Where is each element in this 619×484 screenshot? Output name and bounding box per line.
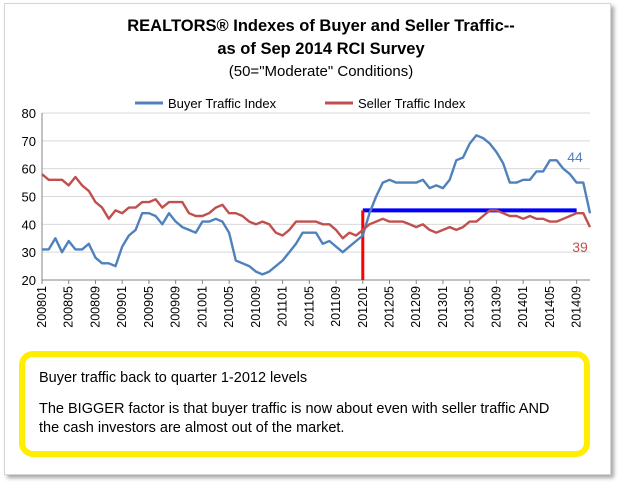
x-tick-label: 201409: [570, 286, 584, 328]
x-tick-label: 201301: [436, 286, 450, 328]
buyer-traffic-index-line: [42, 134, 592, 276]
x-tick-label: 200901: [115, 286, 129, 328]
seller-traffic-index-end-label: 39: [572, 239, 588, 255]
y-tick-label: 60: [22, 162, 36, 177]
chart-title-line-1: REALTORS® Indexes of Buyer and Seller Tr…: [127, 17, 514, 35]
x-axis: 200801 200805 200809 200901 200905 200909 2010…: [35, 279, 590, 328]
y-tick-label: 20: [22, 273, 36, 288]
annotation-lines: [361, 208, 577, 280]
y-tick-label: 70: [22, 134, 36, 149]
traffic-index-chart: REALTORS® Indexes of Buyer and Seller Tr…: [22, 17, 592, 328]
end-labels: 44 39: [567, 149, 588, 255]
callout-box: Buyer traffic back to quarter 1-2012 lev…: [19, 351, 590, 457]
buyer-traffic-index-legend-label: Buyer Traffic Index: [168, 96, 277, 111]
x-tick-label: 201109: [329, 286, 343, 327]
x-tick-label: 201205: [383, 286, 397, 328]
x-tick-label: 201005: [222, 286, 236, 328]
x-tick-label: 200909: [169, 286, 183, 328]
x-tick-label: 201405: [543, 286, 557, 328]
seller-traffic-index-line: [41, 173, 592, 240]
chart-title-line-2: as of Sep 2014 RCI Survey: [217, 40, 425, 58]
buyer-traffic-index-end-label: 44: [567, 149, 583, 165]
callout-line-1: Buyer traffic back to quarter 1-2012 lev…: [39, 370, 308, 386]
chart-frame: REALTORS® Indexes of Buyer and Seller Tr…: [4, 3, 611, 475]
y-tick-label: 80: [22, 106, 36, 121]
x-tick-label: 201209: [409, 286, 423, 328]
x-tick-label: 200805: [62, 286, 76, 328]
callout-line-2: The BIGGER factor is that buyer traffic …: [39, 401, 550, 436]
y-tick-label: 40: [22, 217, 36, 232]
legend: Buyer Traffic Index Seller Traffic Index: [135, 96, 466, 111]
x-tick-label: 201009: [249, 286, 263, 328]
y-axis: 20 30 40 50 60 70 80: [22, 106, 43, 288]
x-tick-label: 200905: [142, 286, 156, 328]
chart-subtitle: (50="Moderate" Conditions): [229, 63, 414, 80]
x-tick-label: 200801: [35, 286, 49, 328]
y-tick-label: 50: [22, 190, 36, 205]
seller-traffic-index-legend-label: Seller Traffic Index: [358, 96, 466, 111]
x-tick-label: 201001: [195, 286, 209, 328]
x-tick-label: 201105: [302, 286, 316, 327]
series-lines: [41, 134, 592, 276]
y-tick-label: 30: [22, 245, 36, 260]
x-tick-label: 201309: [489, 286, 503, 328]
x-tick-label: 201305: [463, 286, 477, 328]
x-tick-label: 200809: [88, 286, 102, 328]
y-gridlines: [42, 112, 590, 281]
x-tick-label: 201401: [516, 286, 530, 328]
x-tick-label: 201201: [356, 286, 370, 328]
x-tick-label: 201101: [276, 286, 290, 327]
